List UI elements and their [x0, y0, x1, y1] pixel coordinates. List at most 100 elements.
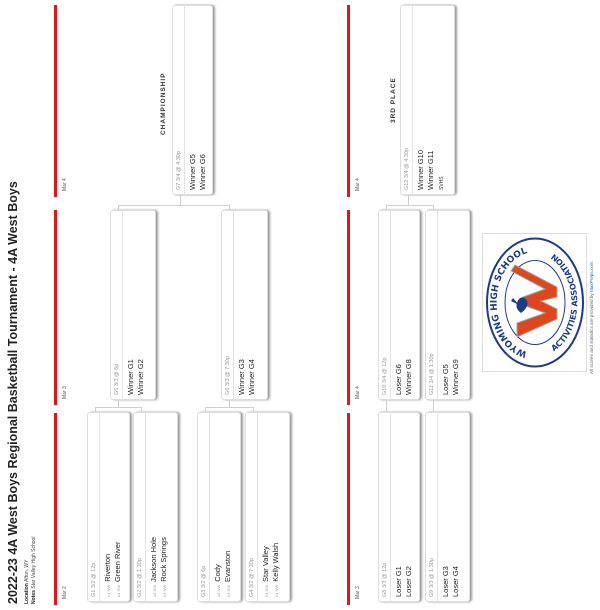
game-g6[interactable]: G6 3/3 @ 7:30p Winner G3 Winner G4: [221, 210, 268, 400]
date-bar: [347, 5, 350, 197]
team-row[interactable]: #1 NW Riverton: [103, 554, 112, 597]
team-row[interactable]: #4 NW Kelly Walsh: [271, 543, 280, 597]
notes-label: Notes: [31, 590, 37, 604]
team-row[interactable]: Loser G4: [451, 566, 460, 597]
game-g9[interactable]: G9 3/3 @ 1:30p Loser G3 Loser G4: [425, 412, 470, 602]
connector-line: [118, 400, 119, 408]
date-bar: [54, 5, 57, 197]
championship-label: CHAMPIONSHIP: [160, 72, 167, 135]
divider: [412, 6, 413, 194]
game-header: G6 3/3 @ 7:30p: [225, 356, 231, 395]
game-header: G1 3/2 @ 12p: [91, 562, 97, 597]
team-row[interactable]: #1 SW Star Valley: [261, 546, 270, 597]
team-row[interactable]: Loser G5: [441, 364, 450, 395]
connector-line: [253, 408, 254, 412]
team-seed: #3 SW: [226, 584, 231, 597]
connector-line: [433, 400, 434, 412]
team-row[interactable]: Loser G2: [404, 566, 413, 597]
divider: [145, 413, 146, 601]
game-header: G9 3/3 @ 1:30p: [429, 558, 435, 597]
team-row[interactable]: Winner G9: [451, 359, 460, 395]
team-name: Winner G8: [404, 359, 413, 395]
team-name: Winner G2: [136, 359, 145, 395]
divider: [233, 211, 234, 399]
team-row[interactable]: Loser G1: [394, 566, 403, 597]
connector-line: [433, 206, 434, 210]
game-g2[interactable]: G2 3/2 @ 1:30p #2 SW Jackson Hole #3 NW Rock…: [133, 412, 178, 602]
connector-line: [118, 205, 180, 206]
game-g10[interactable]: G10 3/4 @ 12p Loser G6 Winner G8: [378, 210, 420, 400]
credits-label: All scores and statistics are provided b…: [589, 292, 594, 374]
game-header: G5 3/3 @ 6p: [114, 363, 120, 395]
team-name: Winner G6: [198, 154, 207, 190]
connector-line: [95, 407, 118, 408]
team-row[interactable]: Winner G5: [188, 154, 197, 190]
game-g12[interactable]: G12 3/4 @ 4:30p Winner G10 Winner G11 SVHS: [400, 5, 455, 195]
team-row[interactable]: #2 NW Cody: [213, 564, 222, 597]
date-bar: [54, 413, 57, 605]
team-name: Winner G3: [237, 359, 246, 395]
team-row[interactable]: Winner G6: [198, 154, 207, 190]
date-bar: [347, 210, 350, 405]
page-title: 2022-23 4A West Boys Regional Basketball…: [6, 181, 20, 604]
team-name: Jackson Hole: [149, 536, 158, 582]
credits-text: All scores and statistics are provided b…: [589, 261, 594, 374]
team-name: Loser G6: [394, 364, 403, 395]
connector-line: [205, 408, 206, 412]
team-seed: #3 NW: [162, 584, 167, 597]
team-row[interactable]: Winner G11: [426, 151, 435, 190]
team-name: Winner G11: [426, 150, 435, 190]
team-row[interactable]: #2 SW Jackson Hole: [149, 537, 158, 597]
divider: [184, 6, 185, 194]
team-row[interactable]: #3 NW Rock Springs: [159, 537, 168, 597]
team-name: Green River: [113, 541, 122, 582]
location-label: Location: [24, 583, 30, 604]
connector-line: [229, 206, 230, 210]
game-header: G4 3/2 @ 7:30p: [249, 558, 255, 597]
date-bar: [347, 413, 350, 605]
team-row[interactable]: Winner G8: [404, 359, 413, 395]
date-label: Mar 4: [355, 178, 361, 191]
team-name: Riverton: [103, 553, 112, 582]
game-g5[interactable]: G5 3/3 @ 6p Winner G1 Winner G2: [110, 210, 156, 400]
divider: [390, 413, 391, 601]
team-row[interactable]: #3 SW Evanston: [223, 551, 232, 597]
game-g4[interactable]: G4 3/2 @ 7:30p #1 SW Star Valley #4 NW Kelly…: [245, 412, 290, 602]
game-g7[interactable]: G7 3/4 @ 4:30p Winner G5 Winner G6: [172, 5, 213, 195]
game-g11[interactable]: G11 3/4 @ 1:30p Loser G5 Winner G9: [425, 210, 470, 400]
third-place-label: 3RD PLACE: [390, 77, 397, 123]
team-name: Loser G2: [404, 566, 413, 597]
game-g1[interactable]: G1 3/2 @ 12p #1 NW Riverton #4 SW Green Rive…: [87, 412, 130, 602]
team-name: Loser G4: [451, 566, 460, 597]
connector-line: [229, 400, 230, 408]
game-header: G7 3/4 @ 4:30p: [176, 151, 182, 190]
connector-line: [386, 400, 387, 412]
team-row[interactable]: Winner G4: [247, 359, 256, 395]
connector-line: [386, 206, 387, 210]
game-g8[interactable]: G8 3/3 @ 12p Loser G1 Loser G2: [378, 412, 420, 602]
team-name: Winner G5: [188, 154, 197, 190]
team-name: Winner G4: [247, 359, 256, 395]
maxpreps-link[interactable]: MaxPreps.com: [589, 261, 594, 293]
team-name: Evanston: [223, 550, 232, 582]
date-label: Mar 4: [355, 386, 361, 399]
team-row[interactable]: #4 SW Green River: [113, 542, 122, 597]
date-label: Mar 3: [355, 586, 361, 599]
connector-line: [95, 408, 96, 412]
team-row[interactable]: Winner G2: [136, 359, 145, 395]
game-host: SVHS: [439, 176, 445, 190]
team-row[interactable]: Loser G3: [441, 566, 450, 597]
game-header: G2 3/2 @ 1:30p: [137, 558, 143, 597]
team-seed: #1 NW: [106, 584, 111, 597]
team-name: Rock Springs: [159, 537, 168, 582]
notes-line: Notes Star Valley High School: [31, 537, 37, 604]
team-row[interactable]: Winner G1: [126, 359, 135, 395]
game-header: G12 3/4 @ 4:30p: [404, 148, 410, 190]
team-row[interactable]: Loser G6: [394, 364, 403, 395]
team-row[interactable]: Winner G3: [237, 359, 246, 395]
team-row[interactable]: Winner G10: [416, 150, 425, 190]
team-name: Winner G1: [126, 359, 135, 395]
divider: [209, 413, 210, 601]
game-g3[interactable]: G3 3/2 @ 6p #2 NW Cody #3 SW Evanston: [197, 412, 241, 602]
